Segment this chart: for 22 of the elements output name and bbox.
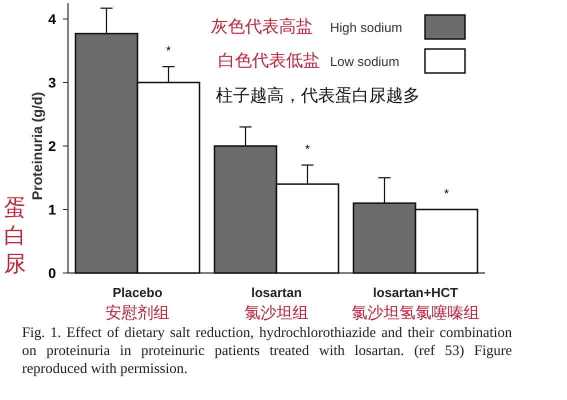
- y-tick-label: 0: [48, 265, 56, 281]
- x-tick-label: losartan: [251, 285, 302, 300]
- text: 安慰剂组: [106, 304, 170, 322]
- annotation: 白色代表低盐: [218, 51, 320, 70]
- caption: Fig. 1. Effect of dietary salt reduction, hydrochlorothiazide and their combination on proteinuria in proteinuric patients treated with losartan. (ref 53) Figure reproduced with permission.: [22, 324, 512, 378]
- y-tick-label: 4: [48, 11, 56, 27]
- text: 氯沙坦氢氯噻嗪组: [352, 304, 480, 322]
- text: 氯沙坦组: [244, 304, 308, 322]
- annotation: *: [166, 44, 172, 58]
- legend-label: Low sodium: [330, 54, 400, 69]
- annotation: 柱子越高，代表蛋白尿越多: [216, 86, 420, 105]
- x-tick-label: Placebo: [112, 285, 162, 300]
- annotation: *: [305, 142, 310, 156]
- y-tick-label: 2: [48, 138, 56, 154]
- annotation: *: [444, 186, 450, 200]
- annotation: 灰色代表高盐: [211, 17, 313, 36]
- x-tick-label: losartan+HCT: [373, 285, 458, 300]
- text: 蛋白尿: [4, 195, 26, 276]
- y-tick-label: 1: [48, 202, 56, 218]
- y-tick-label: 3: [48, 74, 56, 90]
- y-axis-title: Proteinuria (g/d): [29, 92, 45, 200]
- legend-label: High sodium: [330, 20, 402, 35]
